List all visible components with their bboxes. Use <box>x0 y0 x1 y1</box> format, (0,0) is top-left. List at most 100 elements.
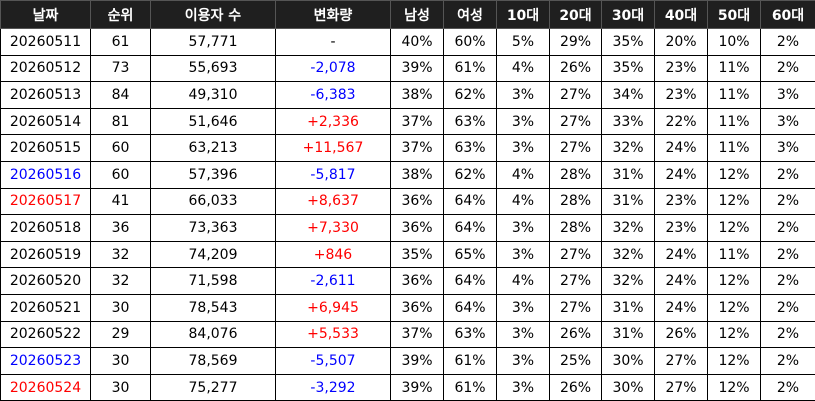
table-cell: 32 <box>90 267 151 295</box>
table-cell: 40% <box>390 28 444 56</box>
table-cell: 49,310 <box>150 81 276 109</box>
table-cell: 26% <box>549 373 602 401</box>
table-row: 20260517 41 66,033 +8,637 36% 64% 4% 28% 31% 23% 1… <box>0 187 815 216</box>
table-cell: 20260517 <box>0 187 91 216</box>
table-cell: 12% <box>707 187 761 216</box>
table-cell: 32% <box>601 134 655 162</box>
table-cell: 32% <box>601 214 655 242</box>
table-cell: 57,771 <box>150 28 276 56</box>
table-cell: 78,569 <box>150 347 276 375</box>
header-cell: 60대 <box>760 0 815 29</box>
table-cell: 4% <box>496 187 550 216</box>
table-cell: 61% <box>443 347 497 375</box>
table-cell: 26% <box>549 54 602 83</box>
table-row: 20260515 60 63,213 +11,567 37% 63% 3% 27% 32% 24%… <box>0 134 815 162</box>
table-cell: 60 <box>90 160 151 189</box>
table-cell: 63% <box>443 107 497 136</box>
table-cell: 84,076 <box>150 320 276 349</box>
table-cell: - <box>275 28 391 56</box>
table-cell: 26% <box>549 320 602 349</box>
table-cell: 61 <box>90 28 151 56</box>
table-cell: 20260516 <box>0 160 91 189</box>
table-cell: 20260511 <box>0 28 91 56</box>
table-cell: 4% <box>496 267 550 295</box>
table-cell: 65% <box>443 240 497 269</box>
table-cell: 20260519 <box>0 240 91 269</box>
header-cell: 50대 <box>707 0 761 29</box>
header-cell: 날짜 <box>0 0 91 29</box>
header-cell: 남성 <box>390 0 444 29</box>
table-cell: 30 <box>90 293 151 322</box>
table-cell: 28% <box>549 214 602 242</box>
table-cell: 24% <box>654 293 708 322</box>
table-cell: 66,033 <box>150 187 276 216</box>
table-cell: +2,336 <box>275 107 391 136</box>
table-cell: 73,363 <box>150 214 276 242</box>
table-cell: 27% <box>549 81 602 109</box>
table-cell: 35% <box>390 240 444 269</box>
table-cell: 36% <box>390 187 444 216</box>
table-row: 20260523 30 78,569 -5,507 39% 61% 3% 25% 30% 27% 1… <box>0 347 815 375</box>
table-cell: 12% <box>707 293 761 322</box>
table-cell: 38% <box>390 81 444 109</box>
table-cell: 12% <box>707 214 761 242</box>
table-cell: +7,330 <box>275 214 391 242</box>
header-row: 날짜 순위 이용자 수 변화량 남성 여성 10대 20대 30대 40대 50대 60대 <box>0 0 815 29</box>
table-cell: 39% <box>390 347 444 375</box>
table-cell: 61% <box>443 373 497 401</box>
table-cell: 35% <box>601 54 655 83</box>
table-cell: -5,817 <box>275 160 391 189</box>
table-row: 20260514 81 51,646 +2,336 37% 63% 3% 27% 33% 22% 1… <box>0 107 815 136</box>
table-cell: 24% <box>654 267 708 295</box>
table-cell: 3% <box>760 134 815 162</box>
table-cell: 38% <box>390 160 444 189</box>
table-cell: 64% <box>443 267 497 295</box>
table-cell: 27% <box>549 267 602 295</box>
table-cell: 20260521 <box>0 293 91 322</box>
table-row: 20260518 36 73,363 +7,330 36% 64% 3% 28% 32% 23% 1… <box>0 214 815 242</box>
table-cell: 31% <box>601 187 655 216</box>
table-cell: -2,078 <box>275 54 391 83</box>
table-cell: 2% <box>760 240 815 269</box>
header-cell: 20대 <box>549 0 602 29</box>
table-cell: 28% <box>549 160 602 189</box>
table-cell: 20260523 <box>0 347 91 375</box>
table-cell: 32 <box>90 240 151 269</box>
table-cell: 3% <box>496 81 550 109</box>
table-cell: 24% <box>654 240 708 269</box>
table-cell: +5,533 <box>275 320 391 349</box>
table-cell: 63% <box>443 320 497 349</box>
table-cell: 39% <box>390 54 444 83</box>
table-cell: 27% <box>549 240 602 269</box>
table-cell: 57,396 <box>150 160 276 189</box>
table-cell: 60 <box>90 134 151 162</box>
table-cell: 3% <box>496 320 550 349</box>
table-cell: 60% <box>443 28 497 56</box>
table-cell: 27% <box>654 347 708 375</box>
table-cell: 30% <box>601 347 655 375</box>
table-cell: 31% <box>601 320 655 349</box>
table-cell: 36% <box>390 293 444 322</box>
table-cell: 11% <box>707 107 761 136</box>
table-cell: 74,209 <box>150 240 276 269</box>
table-cell: 23% <box>654 214 708 242</box>
table-cell: 81 <box>90 107 151 136</box>
table-cell: 64% <box>443 214 497 242</box>
table-cell: 28% <box>549 187 602 216</box>
table-cell: 2% <box>760 160 815 189</box>
table-row: 20260521 30 78,543 +6,945 36% 64% 3% 27% 31% 24% 1… <box>0 293 815 322</box>
table-cell: 20260512 <box>0 54 91 83</box>
table-row: 20260520 32 71,598 -2,611 36% 64% 4% 27% 32% 24% 1… <box>0 267 815 295</box>
table-cell: 75,277 <box>150 373 276 401</box>
table-cell: 3% <box>496 373 550 401</box>
table-row: 20260524 30 75,277 -3,292 39% 61% 3% 26% 30% 27% 1… <box>0 373 815 401</box>
table-cell: 37% <box>390 320 444 349</box>
table-cell: 3% <box>760 107 815 136</box>
table-cell: 2% <box>760 187 815 216</box>
header-cell: 변화량 <box>275 0 391 29</box>
table-cell: -5,507 <box>275 347 391 375</box>
table-cell: 34% <box>601 81 655 109</box>
table-cell: 20260522 <box>0 320 91 349</box>
table-row: 20260511 61 57,771-40% 60% 5% 29% 35% 20% 10% 2% <box>0 28 815 56</box>
table-row: 20260512 73 55,693 -2,078 39% 61% 4% 26% 35% 23% 1… <box>0 54 815 83</box>
